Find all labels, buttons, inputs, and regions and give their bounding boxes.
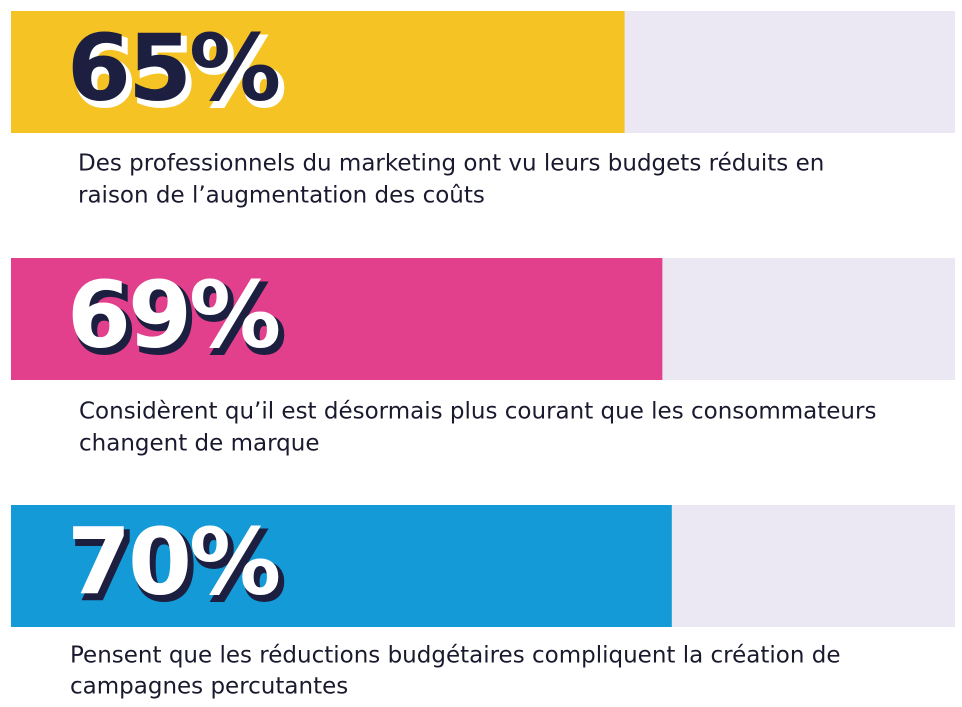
value-label: 70% (67, 508, 279, 615)
value-label-shadow: 70% (71, 513, 283, 620)
bar (11, 11, 625, 133)
bar (11, 258, 663, 380)
value-label: 65% (67, 14, 279, 121)
value-label-shadow: 65% (71, 19, 283, 126)
description: campagnes percutantes (70, 674, 348, 700)
description: changent de marque (79, 431, 320, 457)
value-label: 69% (67, 261, 279, 368)
description: raison de l’augmentation des coûts (78, 183, 485, 209)
value-label-shadow: 69% (71, 266, 283, 373)
description: Considèrent qu’il est désormais plus cou… (79, 399, 876, 425)
bar (11, 505, 672, 627)
description: Pensent que les réductions budgétaires c… (70, 643, 840, 669)
description: Des professionnels du marketing ont vu l… (78, 151, 824, 177)
